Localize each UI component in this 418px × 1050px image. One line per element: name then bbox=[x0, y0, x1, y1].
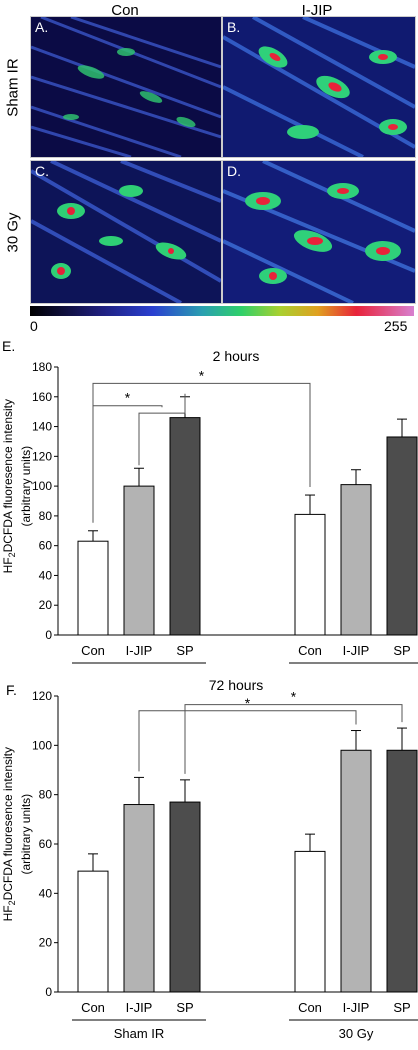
chart-f-category-label: I-JIP bbox=[126, 1000, 153, 1015]
panel-b-image bbox=[223, 17, 415, 157]
chart-e-2-significance-bracket bbox=[92, 405, 163, 519]
panel-d-image bbox=[223, 161, 415, 303]
chart-f-ytick-label: 100 bbox=[32, 738, 52, 752]
chart-f-ytick-label: 80 bbox=[39, 788, 53, 802]
chart-f-bar bbox=[340, 749, 372, 993]
chart-f-bar bbox=[294, 850, 326, 993]
chart-e-ytick-label: 120 bbox=[32, 449, 52, 463]
chart-e-bar bbox=[123, 485, 155, 636]
column-header-con: Con bbox=[111, 2, 139, 19]
chart-f-2-significance-bracket bbox=[184, 704, 403, 774]
image-panel-c: C. bbox=[30, 160, 222, 304]
chart-e-ytick-label: 180 bbox=[32, 360, 52, 374]
chart-e-bar bbox=[340, 484, 372, 636]
panel-a-label: A. bbox=[35, 19, 49, 35]
image-panel-b: B. bbox=[222, 16, 416, 158]
chart-e-category-label: SP bbox=[176, 643, 193, 658]
chart-f-ytick-label: 40 bbox=[39, 886, 53, 900]
chart-f-2-significance-star: * bbox=[291, 689, 297, 705]
color-scale-bar bbox=[30, 306, 414, 316]
chart-e-category-label: I-JIP bbox=[343, 643, 370, 658]
chart-f-ytick-label: 20 bbox=[39, 936, 53, 950]
chart-e-ytick-label: 80 bbox=[39, 509, 53, 523]
chart-f-ytick-label: 120 bbox=[32, 689, 52, 703]
color-scale-max: 255 bbox=[384, 318, 408, 334]
chart-e-ytick-label: 60 bbox=[39, 539, 53, 553]
image-panel-d: D. bbox=[222, 160, 416, 304]
chart-e-group-label: 30 Gy bbox=[339, 669, 374, 670]
chart-e-bar bbox=[294, 513, 326, 636]
chart-f-ytick-label: 0 bbox=[45, 985, 52, 999]
panel-a-image bbox=[31, 17, 221, 157]
chart-f-bar bbox=[169, 801, 201, 993]
chart-f-bar bbox=[123, 804, 155, 993]
chart-f-category-label: SP bbox=[393, 1000, 410, 1015]
chart-f-group-label: Sham IR bbox=[114, 1026, 165, 1041]
chart-e-category-label: Con bbox=[298, 643, 322, 658]
chart-e-category-label: I-JIP bbox=[126, 643, 153, 658]
chart-e-group-label: Sham IR bbox=[114, 669, 165, 670]
row-header-30gy: 30 Gy bbox=[4, 212, 22, 253]
row-header-sham-ir: Sham IR bbox=[4, 58, 22, 117]
chart-e-bar bbox=[169, 417, 201, 636]
chart-e-ytick-label: 160 bbox=[32, 390, 52, 404]
chart-e-significance-star: * bbox=[199, 367, 205, 383]
chart-f-bar bbox=[386, 749, 418, 993]
chart-f-1-significance-bracket bbox=[138, 710, 357, 772]
panel-b-label: B. bbox=[227, 19, 241, 35]
chart-f-plot: 72 hours 0 20 40 60 80 100 120 Con I-JIP SP Sham IR… bbox=[32, 677, 418, 1041]
chart-e-2-significance-star: * bbox=[125, 390, 131, 406]
chart-e-category-label: SP bbox=[393, 643, 410, 658]
chart-e-ytick-label: 40 bbox=[39, 568, 53, 582]
chart-f-title: 72 hours bbox=[209, 677, 263, 693]
chart-e-ytick-label: 20 bbox=[39, 598, 53, 612]
chart-f-group-label: 30 Gy bbox=[339, 1026, 374, 1041]
chart-e-plot: 2 hours 0 20 40 60 80 100 120 140 160 180 Con I-JIP S… bbox=[32, 348, 418, 670]
chart-e-bar bbox=[77, 540, 109, 636]
chart-f-bar bbox=[77, 870, 109, 993]
image-panel-a: A. bbox=[30, 16, 222, 158]
chart-f-ytick-label: 60 bbox=[39, 837, 53, 851]
chart-e-letter: E. bbox=[2, 338, 16, 354]
color-scale-min: 0 bbox=[30, 318, 38, 334]
chart-e-category-label: Con bbox=[81, 643, 105, 658]
panel-c-label: C. bbox=[35, 163, 49, 179]
chart-f-category-label: Con bbox=[298, 1000, 322, 1015]
chart-e-bar bbox=[386, 436, 418, 636]
chart-f-category-label: Con bbox=[81, 1000, 105, 1015]
chart-e-title: 2 hours bbox=[213, 348, 260, 364]
panel-c-image bbox=[31, 161, 221, 303]
chart-e-ytick-label: 140 bbox=[32, 420, 52, 434]
chart-f-letter: F. bbox=[6, 682, 17, 698]
chart-e-ytick-label: 0 bbox=[45, 628, 52, 642]
chart-f-1-significance-star: * bbox=[245, 695, 251, 711]
chart-e-ytick-label: 100 bbox=[32, 479, 52, 493]
chart-f-category-label: I-JIP bbox=[343, 1000, 370, 1015]
panel-d-label: D. bbox=[227, 163, 241, 179]
chart-f-category-label: SP bbox=[176, 1000, 193, 1015]
chart-e-significance-subbracket bbox=[138, 393, 186, 466]
column-header-ijip: I-JIP bbox=[301, 2, 333, 19]
